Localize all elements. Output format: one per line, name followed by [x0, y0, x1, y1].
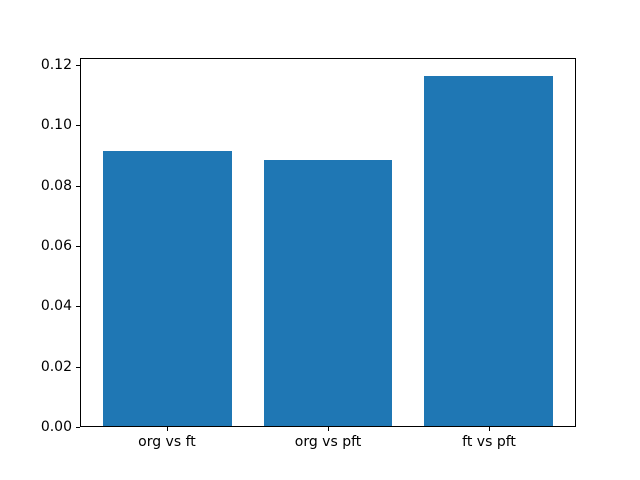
y-tick-label: 0.08	[40, 177, 72, 194]
y-tick-label: 0.00	[40, 419, 72, 435]
y-tick-label: 0.06	[40, 237, 72, 254]
y-tick-mark	[76, 64, 80, 66]
x-tick-label: org vs ft	[138, 434, 196, 450]
y-tick-mark	[76, 185, 80, 187]
x-tick-mark	[328, 427, 329, 431]
y-tick-label: 0.10	[40, 117, 72, 134]
y-tick-mark	[76, 366, 80, 368]
y-tick-label: 0.04	[40, 298, 72, 315]
y-tick-label: 0.02	[40, 358, 72, 375]
bar-ft-vs-pft	[424, 76, 553, 426]
x-tick-label: ft vs pft	[462, 434, 516, 450]
bar-org-vs-pft	[263, 160, 393, 426]
plot-area	[80, 58, 576, 427]
bar-org-vs-ft	[103, 151, 232, 426]
y-tick-mark	[76, 125, 80, 127]
y-tick-mark	[76, 427, 80, 428]
y-tick-mark	[76, 306, 80, 308]
x-tick-mark	[166, 427, 168, 431]
x-tick-mark	[489, 427, 491, 431]
y-tick-mark	[76, 245, 80, 247]
x-tick-label: org vs pft	[294, 434, 362, 450]
y-tick-label: 0.12	[40, 56, 72, 73]
